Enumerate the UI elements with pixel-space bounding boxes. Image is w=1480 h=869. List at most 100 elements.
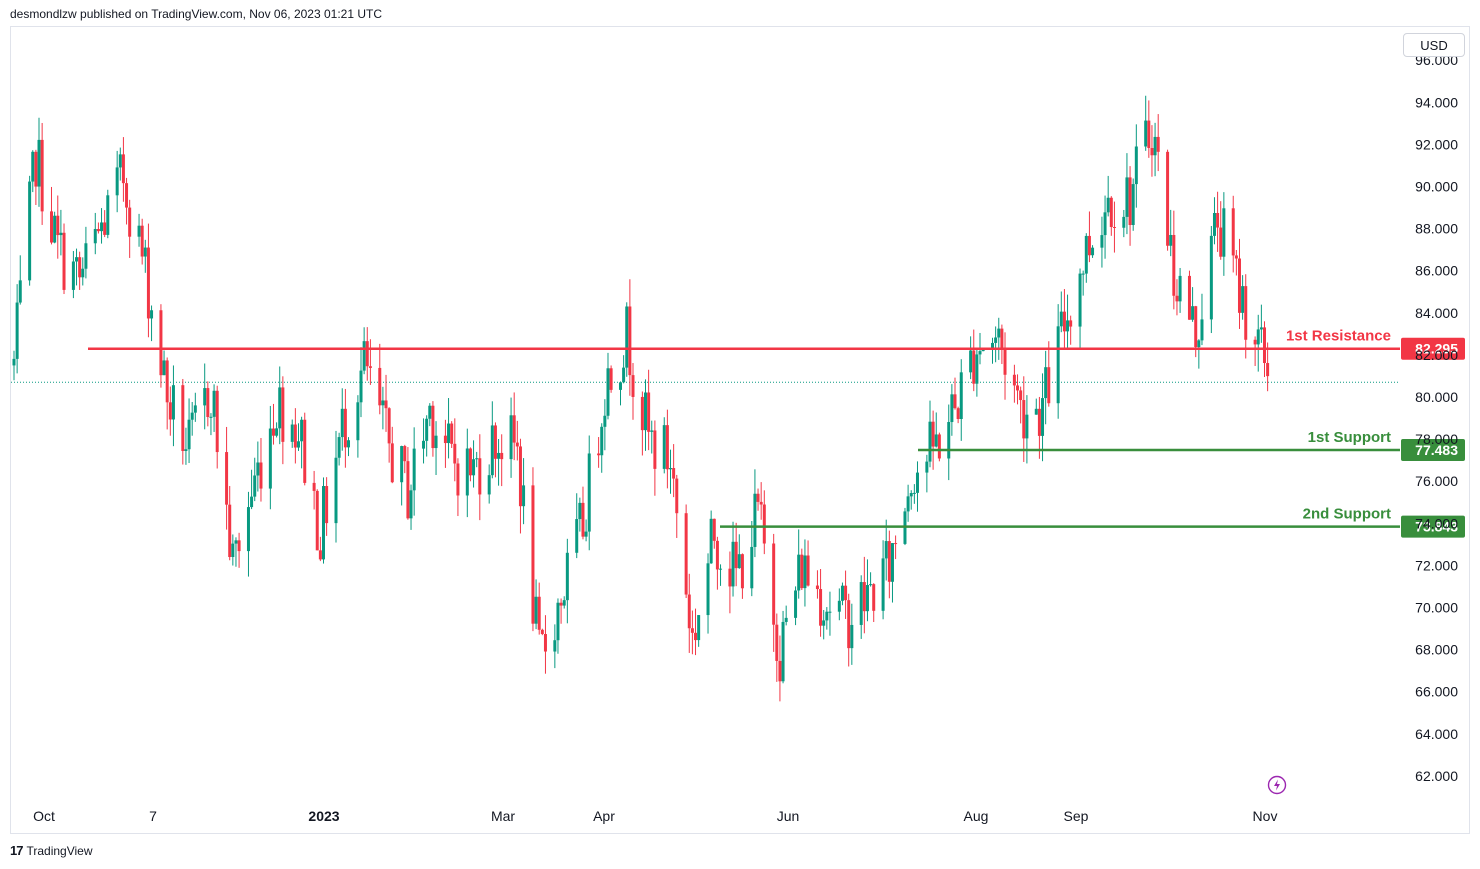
candle-body bbox=[281, 387, 285, 442]
candle-body bbox=[181, 385, 185, 451]
candle-body bbox=[40, 139, 44, 212]
candle-body bbox=[53, 215, 57, 243]
candle-body bbox=[1069, 320, 1073, 327]
candle-body bbox=[271, 428, 275, 436]
candle-body bbox=[662, 425, 666, 469]
x-tick-label: 2023 bbox=[308, 808, 339, 824]
x-tick-label: Mar bbox=[491, 808, 515, 824]
candle-body bbox=[256, 462, 260, 476]
x-tick-label: Jun bbox=[777, 808, 800, 824]
publisher-caption: desmondlzw published on TradingView.com,… bbox=[10, 7, 382, 21]
candle-body bbox=[978, 351, 982, 355]
candle-body bbox=[12, 358, 16, 366]
candle-body bbox=[737, 554, 741, 569]
x-tick-label: Sep bbox=[1064, 808, 1089, 824]
y-tick-label: 84.000 bbox=[1415, 305, 1458, 321]
candle-body bbox=[325, 486, 329, 524]
candle-body bbox=[84, 243, 88, 269]
candle-body bbox=[1025, 414, 1029, 439]
candle-body bbox=[403, 446, 407, 462]
candle-body bbox=[1078, 273, 1082, 327]
candle-body bbox=[340, 408, 344, 438]
candle-body bbox=[468, 448, 472, 476]
candle-body bbox=[212, 390, 216, 417]
candle-body bbox=[1044, 367, 1048, 399]
candle-body bbox=[493, 425, 497, 459]
candle-body bbox=[997, 328, 1001, 338]
candle-body bbox=[237, 540, 241, 552]
candle-body bbox=[1106, 197, 1110, 213]
candle-body bbox=[1212, 212, 1216, 236]
candle-body bbox=[815, 585, 819, 590]
level-price-tag bbox=[1401, 515, 1465, 538]
candle-body bbox=[684, 513, 688, 595]
candle-body bbox=[315, 490, 319, 551]
candle-body bbox=[859, 582, 863, 625]
candle-body bbox=[1222, 208, 1226, 257]
candle-body bbox=[512, 415, 516, 443]
x-tick-label: Oct bbox=[33, 808, 55, 824]
candle-body bbox=[162, 360, 166, 376]
candle-body bbox=[406, 461, 410, 519]
candle-body bbox=[1187, 275, 1191, 320]
candle-body bbox=[184, 449, 188, 451]
x-tick-label: Nov bbox=[1253, 808, 1278, 824]
candle-body bbox=[712, 518, 716, 541]
candle-body bbox=[1147, 120, 1151, 149]
candle-body bbox=[1134, 146, 1138, 185]
candle-body bbox=[128, 207, 132, 237]
candle-body bbox=[359, 370, 363, 403]
candle-body bbox=[653, 430, 657, 469]
tradingview-brand[interactable]: 17 TradingView bbox=[10, 843, 93, 858]
candle-body bbox=[650, 430, 654, 432]
level-price-tag bbox=[1401, 337, 1465, 360]
candle-body bbox=[1256, 329, 1260, 345]
candle-body bbox=[293, 424, 297, 448]
candle-body bbox=[644, 392, 647, 431]
y-tick-label: 70.000 bbox=[1415, 600, 1458, 616]
candle-body bbox=[434, 435, 438, 449]
candle-body bbox=[259, 462, 263, 489]
candle-body bbox=[784, 617, 788, 622]
candle-body bbox=[715, 540, 719, 570]
candle-body bbox=[215, 390, 219, 453]
candle-body bbox=[1153, 136, 1157, 156]
candle-body bbox=[31, 151, 35, 182]
candle-body bbox=[609, 368, 613, 390]
lightning-bolt-icon[interactable] bbox=[1267, 775, 1287, 795]
candle-body bbox=[972, 350, 976, 384]
candle-body bbox=[246, 507, 250, 552]
candle-body bbox=[234, 540, 238, 544]
candle-body bbox=[925, 461, 929, 473]
y-tick-label: 80.000 bbox=[1415, 389, 1458, 405]
candle-body bbox=[118, 154, 122, 168]
candle-body bbox=[71, 261, 75, 290]
candle-body bbox=[534, 596, 538, 624]
candle-body bbox=[1253, 339, 1257, 345]
candle-body bbox=[18, 280, 22, 303]
candle-body bbox=[93, 228, 97, 244]
candle-body bbox=[553, 640, 557, 652]
y-tick-label: 64.000 bbox=[1415, 726, 1458, 742]
candle-body bbox=[318, 550, 322, 560]
candle-body bbox=[706, 563, 710, 616]
candle-body bbox=[1034, 408, 1038, 415]
candle-body bbox=[1003, 347, 1007, 375]
candle-body bbox=[909, 493, 913, 497]
candle-body bbox=[969, 350, 973, 373]
level-name: 2nd Support bbox=[1303, 506, 1391, 523]
candle-body bbox=[531, 485, 535, 624]
candle-body bbox=[847, 600, 851, 649]
candle-body bbox=[1000, 328, 1004, 348]
candle-body bbox=[1047, 367, 1051, 404]
candle-body bbox=[556, 602, 560, 641]
candle-body bbox=[1131, 184, 1135, 226]
candle-body bbox=[497, 452, 501, 459]
candle-body bbox=[806, 555, 810, 586]
currency-button[interactable]: USD bbox=[1403, 33, 1465, 57]
candle-body bbox=[500, 452, 504, 460]
candle-body bbox=[1244, 286, 1248, 340]
candle-body bbox=[578, 502, 582, 520]
x-tick-label: Aug bbox=[964, 808, 989, 824]
